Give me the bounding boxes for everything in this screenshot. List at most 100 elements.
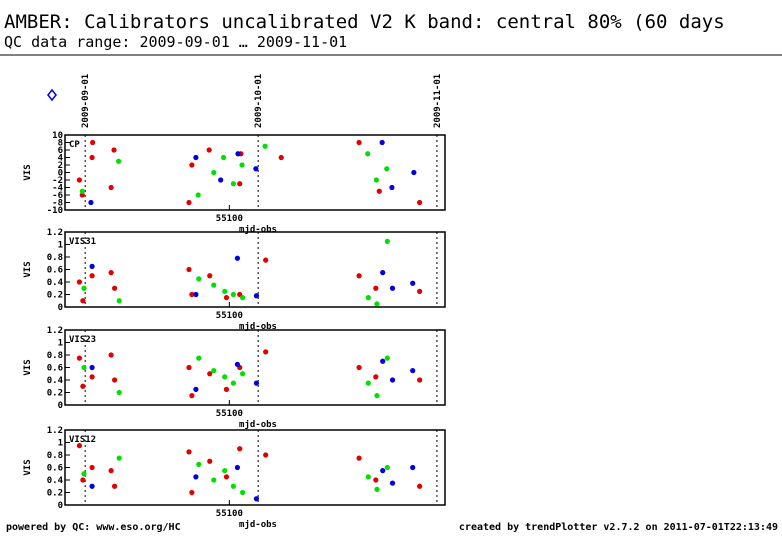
data-point (237, 446, 243, 452)
data-point (80, 477, 86, 483)
data-point (262, 143, 268, 149)
data-point (223, 386, 230, 392)
y-tick-label: 4 (58, 154, 64, 164)
y-tick-label: -4 (52, 184, 63, 194)
data-point (211, 169, 217, 176)
data-point (80, 298, 86, 304)
data-point (108, 468, 114, 474)
data-point (384, 464, 390, 471)
x-axis-label: mjd-obs (239, 519, 277, 530)
data-point (116, 455, 122, 461)
data-point (81, 364, 87, 371)
data-point (356, 455, 362, 461)
data-point (253, 380, 260, 386)
data-point (237, 181, 243, 187)
data-point (417, 288, 423, 294)
data-point (373, 285, 379, 291)
data-point (89, 374, 95, 380)
x-tick-label: 55100 (216, 409, 243, 419)
data-point (196, 276, 202, 282)
y-tick-label: 0.4 (47, 376, 64, 386)
data-point (240, 489, 246, 496)
data-point (111, 377, 118, 383)
y-tick-label: 0 (58, 501, 63, 511)
date-marker-label: 2009-09-01 (81, 74, 91, 128)
data-point (384, 355, 390, 361)
data-point (89, 364, 95, 371)
x-axis-label: mjd-obs (239, 419, 277, 430)
data-point (111, 483, 118, 489)
data-point (240, 295, 246, 301)
data-point (365, 380, 371, 386)
y-tick-label: 8 (58, 139, 63, 149)
data-point (373, 177, 379, 183)
data-point (79, 192, 85, 198)
data-point (374, 486, 380, 492)
y-tick-label: 2 (58, 161, 63, 171)
data-point (222, 374, 228, 380)
data-point (189, 393, 195, 399)
data-point (186, 364, 192, 371)
data-point (278, 154, 284, 161)
data-point (193, 291, 199, 298)
y-tick-label: 10 (52, 131, 63, 141)
y-tick-label: -6 (52, 191, 63, 201)
data-point (410, 368, 416, 374)
data-point (263, 257, 269, 263)
data-point (193, 154, 199, 161)
data-point (76, 279, 83, 285)
y-tick-label: 0.8 (47, 351, 63, 361)
data-point (108, 184, 114, 191)
data-point (234, 464, 241, 471)
data-point (376, 188, 382, 194)
data-point (253, 496, 260, 502)
data-point (380, 358, 386, 364)
data-point (253, 293, 260, 299)
data-point (89, 273, 95, 279)
data-point (89, 464, 95, 471)
data-point (417, 199, 423, 206)
data-point (111, 147, 117, 153)
data-point (220, 154, 227, 161)
data-point (89, 154, 95, 161)
x-tick-label: 55100 (216, 214, 243, 224)
data-point (410, 280, 416, 286)
y-tick-label: 0.4 (47, 476, 64, 486)
x-axis-label: mjd-obs (239, 321, 277, 332)
y-tick-label: 0.4 (47, 278, 64, 288)
data-point (193, 474, 199, 480)
data-point (356, 139, 362, 146)
data-point (365, 151, 371, 157)
data-point (189, 162, 195, 168)
data-point (373, 477, 379, 483)
data-point (211, 368, 217, 374)
y-tick-label: 1 (58, 339, 63, 349)
data-point (234, 255, 241, 261)
footer-right: created by trendPlotter v2.7.2 on 2011-0… (459, 522, 778, 533)
data-point (389, 377, 396, 383)
data-point (417, 483, 423, 489)
data-point (230, 291, 236, 298)
data-point (79, 188, 85, 194)
data-point (186, 266, 192, 273)
data-point (230, 181, 236, 187)
data-point (379, 139, 385, 146)
data-point (384, 238, 390, 244)
x-tick-label: 55100 (216, 311, 243, 321)
data-point (223, 474, 230, 480)
data-point (89, 263, 95, 269)
panel-label: CP (69, 140, 80, 150)
y-axis-label: VIS (23, 164, 33, 180)
data-point (108, 270, 114, 276)
y-tick-label: 0.2 (47, 291, 63, 301)
page-title: AMBER: Calibrators uncalibrated V2 K ban… (4, 11, 725, 33)
data-point (389, 285, 396, 291)
data-point (384, 166, 390, 172)
data-point (196, 355, 202, 361)
data-point (196, 461, 202, 467)
plot-frame (64, 134, 446, 211)
y-tick-label: 0 (58, 401, 63, 411)
y-axis-label: VIS (23, 359, 33, 375)
data-point (186, 449, 192, 455)
